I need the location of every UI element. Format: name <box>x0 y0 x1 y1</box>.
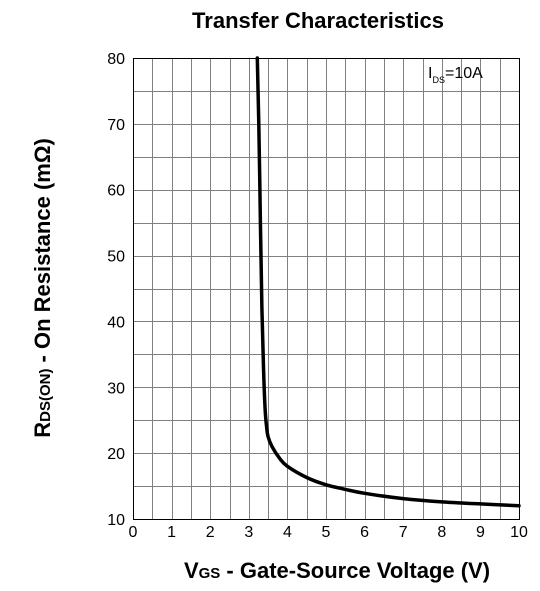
x-tick-label: 1 <box>167 524 176 541</box>
x-tick-label: 9 <box>476 524 485 541</box>
x-tick-label: 8 <box>437 524 446 541</box>
x-tick-labels: 0 1 2 3 4 5 6 7 8 9 10 <box>129 524 528 541</box>
y-tick-label: 60 <box>107 183 125 200</box>
series-layer <box>255 56 521 508</box>
y-tick-labels: 10 20 30 40 50 60 70 80 <box>107 51 125 529</box>
grid <box>133 58 519 519</box>
chart-title: Transfer Characteristics <box>192 8 444 33</box>
x-axis-label: VGS - Gate-Source Voltage (V) <box>184 558 490 583</box>
x-tick-label: 5 <box>322 524 331 541</box>
y-tick-label: 80 <box>107 51 125 68</box>
current-annotation: IDS=10A <box>428 65 483 85</box>
series-line <box>255 56 521 508</box>
y-tick-label: 70 <box>107 117 125 134</box>
y-tick-label: 40 <box>107 314 125 331</box>
plot-frame <box>133 58 520 520</box>
y-tick-label: 50 <box>107 249 125 266</box>
y-axis-label: RDS(ON) - On Resistance (mΩ) <box>30 138 55 438</box>
x-tick-label: 10 <box>510 524 528 541</box>
x-tick-label: 0 <box>129 524 138 541</box>
y-tick-label: 20 <box>107 446 125 463</box>
x-tick-label: 6 <box>360 524 369 541</box>
y-tick-label: 30 <box>107 380 125 397</box>
x-tick-label: 4 <box>283 524 292 541</box>
y-tick-label: 10 <box>107 512 125 529</box>
x-tick-label: 2 <box>206 524 215 541</box>
x-tick-label: 3 <box>244 524 253 541</box>
x-tick-label: 7 <box>399 524 408 541</box>
